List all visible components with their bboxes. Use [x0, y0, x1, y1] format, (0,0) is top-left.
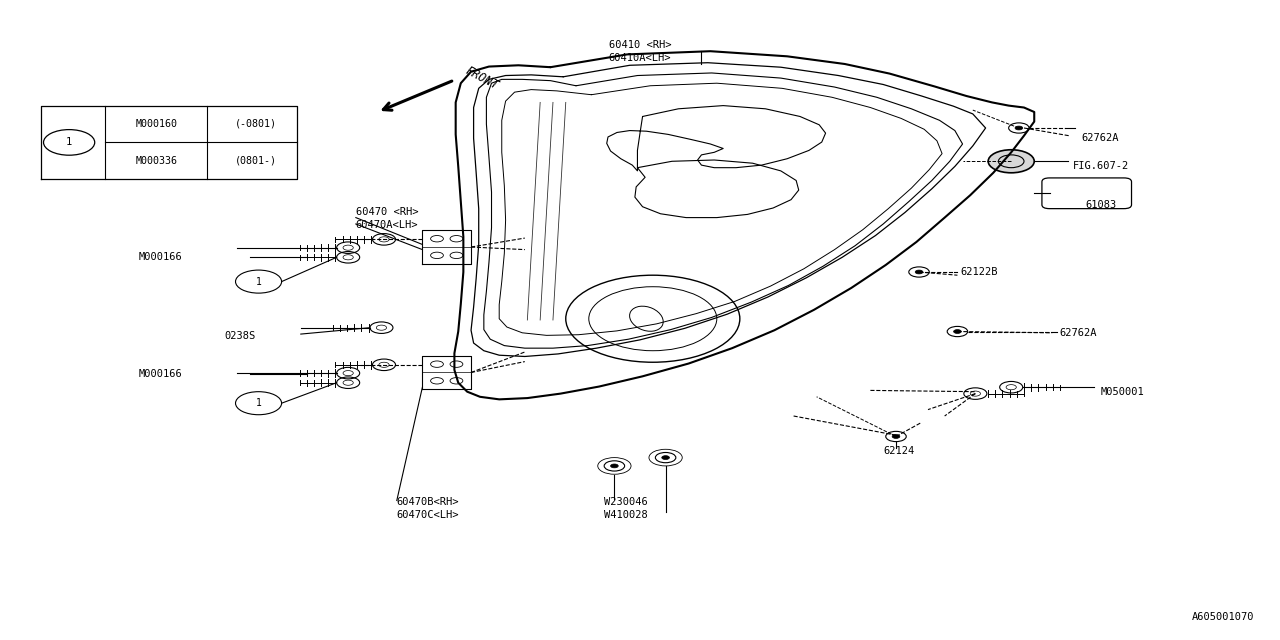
- Text: 60410A<LH>: 60410A<LH>: [609, 52, 671, 63]
- Text: (-0801): (-0801): [236, 119, 276, 129]
- Circle shape: [379, 362, 389, 367]
- Text: (0801-): (0801-): [236, 156, 276, 166]
- Circle shape: [954, 330, 961, 333]
- Text: W230046: W230046: [604, 497, 648, 508]
- Text: M000166: M000166: [138, 369, 182, 380]
- Text: 0238S: 0238S: [224, 331, 255, 341]
- Text: M000160: M000160: [136, 119, 177, 129]
- Text: 60470B<RH>: 60470B<RH>: [397, 497, 460, 508]
- Circle shape: [611, 464, 618, 468]
- Text: 62124: 62124: [883, 446, 914, 456]
- Circle shape: [343, 245, 353, 250]
- Circle shape: [1015, 126, 1023, 130]
- Text: 60470C<LH>: 60470C<LH>: [397, 510, 460, 520]
- Text: M050001: M050001: [1101, 387, 1144, 397]
- Circle shape: [988, 150, 1034, 173]
- Circle shape: [343, 371, 353, 376]
- Circle shape: [376, 325, 387, 330]
- Text: FIG.607-2: FIG.607-2: [1073, 161, 1129, 172]
- Circle shape: [970, 391, 980, 396]
- Text: 62762A: 62762A: [1082, 132, 1119, 143]
- Text: 60410 <RH>: 60410 <RH>: [609, 40, 671, 50]
- Circle shape: [379, 237, 389, 242]
- Text: W410028: W410028: [604, 510, 648, 520]
- Text: 61083: 61083: [1085, 200, 1116, 210]
- Text: 60470A<LH>: 60470A<LH>: [356, 220, 419, 230]
- Circle shape: [915, 270, 923, 274]
- Circle shape: [1006, 385, 1016, 390]
- Circle shape: [343, 255, 353, 260]
- Circle shape: [892, 435, 900, 438]
- Text: 1: 1: [67, 138, 72, 147]
- FancyBboxPatch shape: [1042, 178, 1132, 209]
- Circle shape: [662, 456, 669, 460]
- Circle shape: [343, 380, 353, 385]
- Text: M000336: M000336: [136, 156, 177, 166]
- Text: FRONT: FRONT: [463, 64, 500, 92]
- Text: 1: 1: [256, 276, 261, 287]
- Text: 62762A: 62762A: [1060, 328, 1097, 338]
- Text: 1: 1: [256, 398, 261, 408]
- Text: A605001070: A605001070: [1192, 612, 1254, 622]
- Text: 62122B: 62122B: [960, 267, 997, 277]
- Text: 60470 <RH>: 60470 <RH>: [356, 207, 419, 218]
- Text: M000166: M000166: [138, 252, 182, 262]
